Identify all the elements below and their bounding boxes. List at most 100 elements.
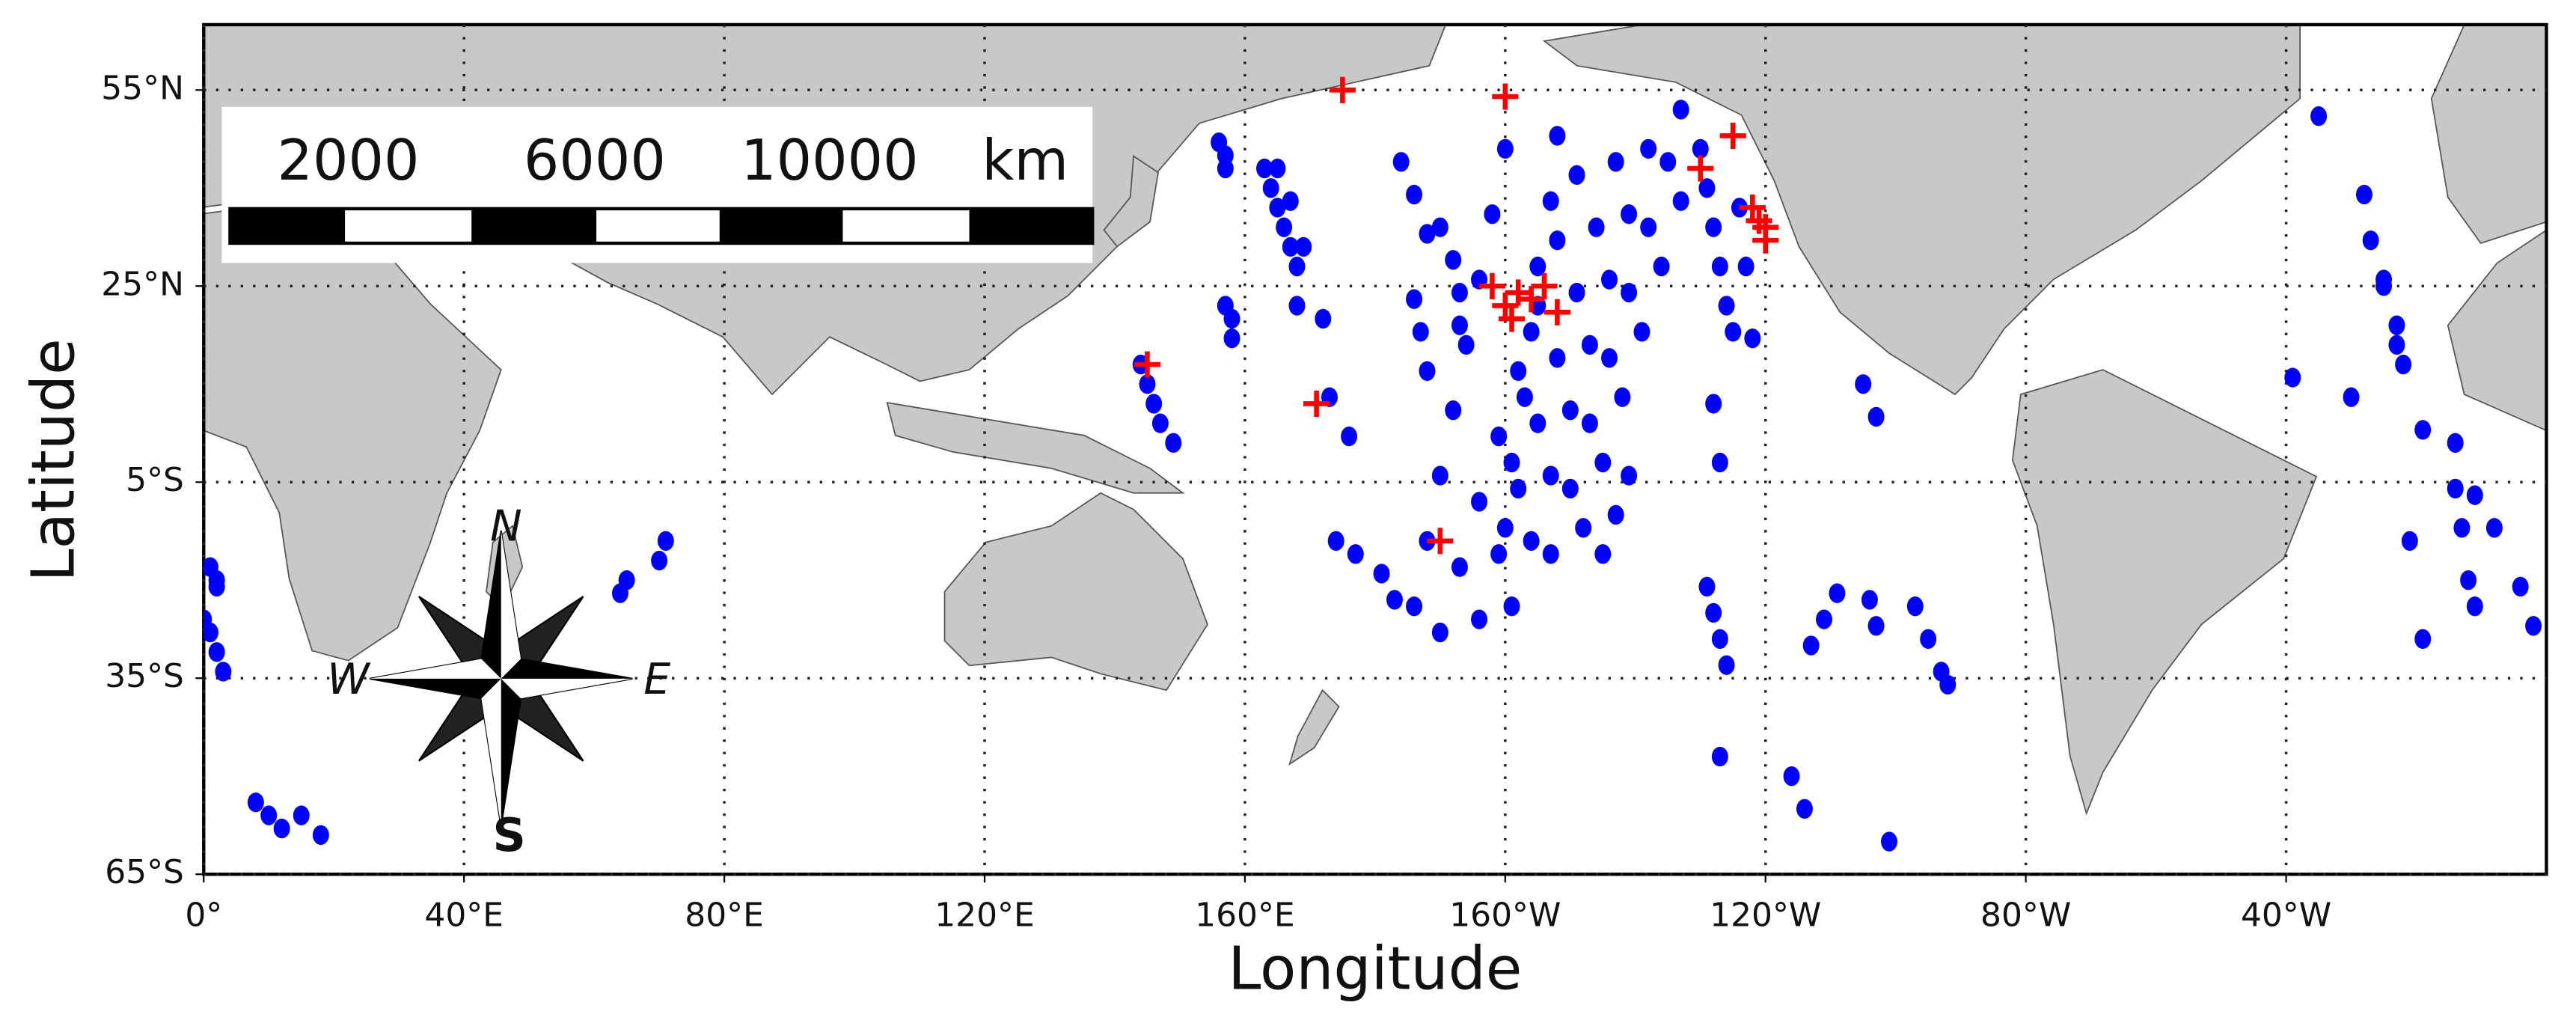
data-point — [1282, 191, 1299, 211]
data-point — [1783, 766, 1800, 787]
data-point — [1445, 250, 1462, 270]
y-tick-label: 65°S — [105, 853, 184, 891]
data-point — [1575, 518, 1592, 538]
data-point — [1614, 387, 1631, 407]
data-point — [1711, 452, 1728, 473]
data-point — [1288, 256, 1306, 277]
data-point — [1471, 609, 1488, 629]
compass-highlight — [481, 678, 501, 827]
compass-highlight — [501, 678, 633, 699]
x-axis-label: Longitude — [1228, 934, 1522, 1003]
data-point — [1151, 413, 1169, 433]
data-point — [1510, 361, 1527, 381]
data-point — [2466, 596, 2483, 617]
data-point — [1406, 289, 1423, 309]
data-point — [2525, 616, 2542, 636]
data-point — [1737, 256, 1754, 277]
scale-unit: km — [982, 128, 1068, 193]
data-point — [1295, 236, 1312, 257]
data-point — [1484, 204, 1501, 225]
data-point — [2310, 106, 2328, 126]
data-point — [1568, 282, 1585, 303]
data-point — [2355, 184, 2372, 205]
data-point — [204, 622, 218, 643]
data-point — [1719, 122, 1746, 149]
data-point — [1692, 138, 1709, 159]
data-point — [1492, 83, 1519, 110]
data-point — [1412, 322, 1429, 342]
africa — [204, 196, 502, 662]
point-series — [1133, 76, 1779, 555]
data-point — [1223, 328, 1240, 349]
data-point — [1329, 76, 1356, 103]
data-point — [651, 550, 668, 571]
scale-bar-segment — [230, 208, 346, 243]
data-point — [1542, 544, 1559, 564]
compass-rose: N S E W — [327, 502, 670, 862]
data-point — [1640, 217, 1657, 237]
x-tick-label: 40°E — [424, 896, 504, 934]
new-zealand — [1288, 688, 1340, 766]
data-point — [1406, 596, 1423, 617]
data-point — [293, 805, 310, 825]
data-point — [2453, 518, 2471, 538]
data-point — [1906, 596, 1924, 617]
x-tick-label: 120°E — [934, 896, 1035, 934]
data-point — [1529, 413, 1546, 433]
data-point — [2284, 367, 2301, 388]
compass-west: W — [327, 655, 371, 704]
scale-bar-segment — [969, 208, 1093, 243]
data-point — [1601, 269, 1618, 290]
data-point — [1607, 152, 1624, 172]
data-point — [1640, 138, 1657, 159]
data-point — [1503, 596, 1520, 617]
data-point — [1561, 400, 1579, 421]
data-point — [1705, 394, 1722, 414]
data-point — [2485, 518, 2503, 538]
data-point — [2512, 576, 2529, 597]
data-point — [2466, 485, 2483, 505]
data-point — [1165, 433, 1182, 454]
data-point — [2414, 420, 2432, 440]
data-point — [1711, 256, 1728, 277]
data-point — [1796, 799, 1813, 819]
y-tick-label: 25°N — [101, 265, 184, 303]
data-point — [1478, 272, 1506, 299]
scale-label: 10000 — [741, 128, 918, 193]
data-point — [1269, 158, 1286, 179]
x-tick-label: 40°W — [2241, 896, 2331, 934]
y-tick-label: 55°N — [101, 69, 184, 107]
data-point — [260, 805, 278, 825]
data-point — [2395, 354, 2412, 375]
scale-bar-segment — [719, 208, 843, 243]
scale-bar-outline — [228, 207, 1095, 245]
data-point — [1282, 236, 1299, 257]
data-point — [1496, 138, 1514, 159]
data-point — [1867, 616, 1885, 636]
data-point — [2343, 387, 2360, 407]
data-point — [657, 531, 674, 552]
data-point — [1621, 204, 1638, 225]
data-point — [1523, 531, 1540, 552]
data-point — [1659, 152, 1677, 172]
data-point — [1392, 152, 1410, 172]
data-point — [1145, 394, 1163, 414]
data-point — [1542, 465, 1559, 486]
data-point — [1549, 348, 1566, 368]
data-point — [1256, 158, 1273, 179]
x-tick-label: 160°W — [1449, 896, 1561, 934]
x-tick-label: 0° — [185, 896, 222, 934]
data-point — [1561, 478, 1579, 499]
north-america — [1542, 24, 2301, 396]
y-tick-label: 5°S — [126, 461, 184, 499]
data-point — [1829, 583, 1846, 603]
data-point — [1920, 629, 1937, 649]
scale-bar-segment — [471, 208, 597, 243]
data-point — [1529, 256, 1546, 277]
scale-bar: 2000 6000 10000 km — [221, 106, 1095, 263]
data-point — [1542, 191, 1559, 211]
data-point — [1881, 831, 1897, 852]
data-point — [1327, 531, 1344, 552]
y-axis-label: Latitude — [19, 338, 88, 581]
data-point — [1594, 544, 1612, 564]
